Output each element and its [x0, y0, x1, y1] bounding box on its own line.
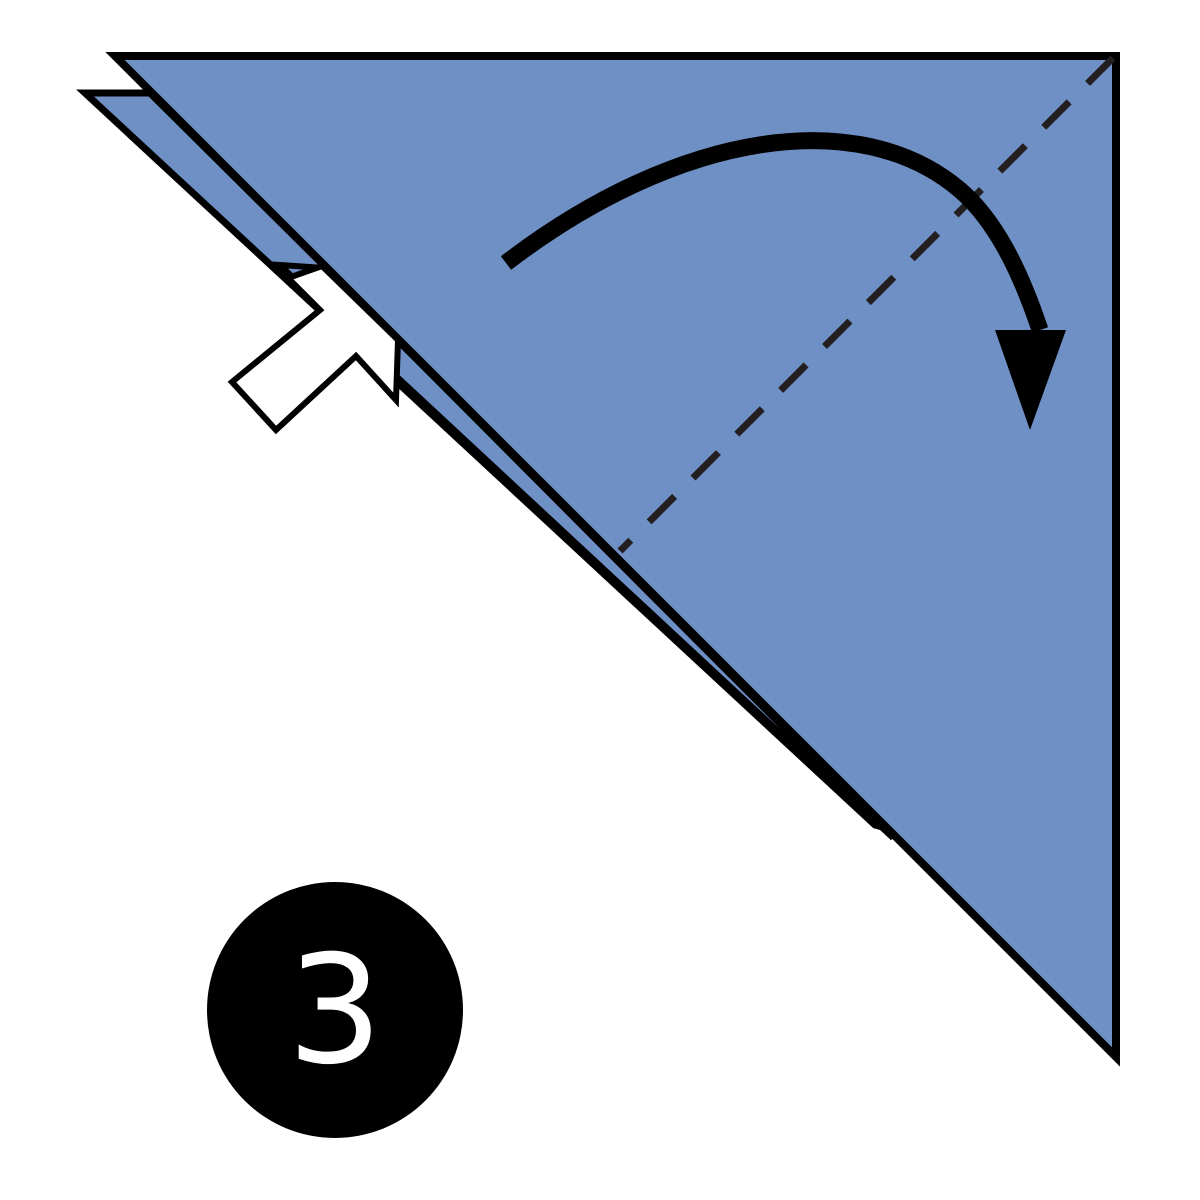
step-badge: 3	[207, 882, 463, 1138]
valley-fold-line	[617, 55, 1116, 554]
white-tab-pocket-icon	[227, 262, 402, 435]
step-badge-circle	[207, 882, 463, 1138]
step-number: 3	[287, 924, 382, 1098]
arrow-head-icon	[995, 330, 1066, 430]
curved-fold-arrow-icon	[500, 132, 1049, 333]
